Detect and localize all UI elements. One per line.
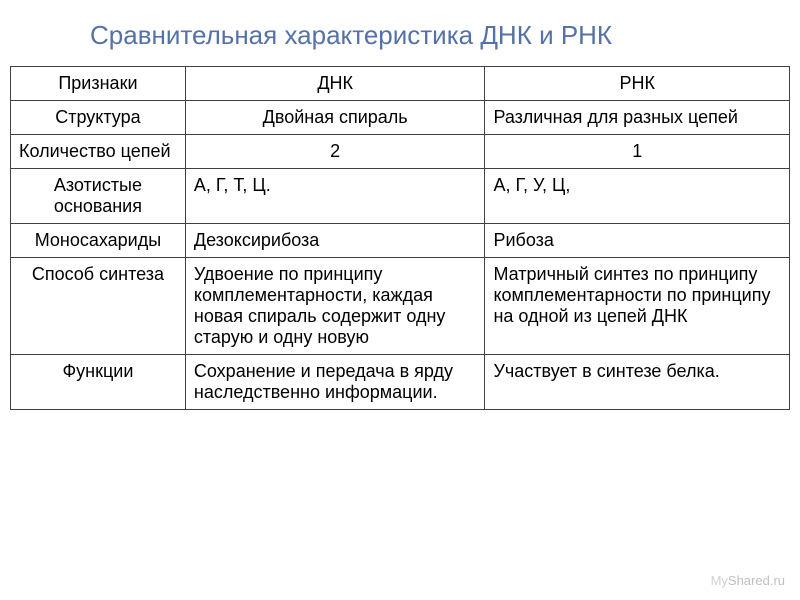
row-dnk: Двойная спираль xyxy=(185,101,485,135)
row-label: Азотистые основания xyxy=(11,169,186,224)
table-row: Азотистые основания А, Г, Т, Ц. А, Г, У,… xyxy=(11,169,790,224)
header-col-1: Признаки xyxy=(11,67,186,101)
row-rnk: 1 xyxy=(485,135,790,169)
table-row: Моносахариды Дезоксирибоза Рибоза xyxy=(11,224,790,258)
page-title: Сравнительная характеристика ДНК и РНК xyxy=(0,0,800,66)
header-col-2: ДНК xyxy=(185,67,485,101)
row-label: Количество цепей xyxy=(11,135,186,169)
table-row: Способ синтеза Удвоение по принципу комп… xyxy=(11,258,790,355)
row-rnk: Участвует в синтезе белка. xyxy=(485,355,790,410)
row-dnk: А, Г, Т, Ц. xyxy=(185,169,485,224)
row-dnk: Дезоксирибоза xyxy=(185,224,485,258)
row-dnk: 2 xyxy=(185,135,485,169)
table-row: Структура Двойная спираль Различная для … xyxy=(11,101,790,135)
comparison-table: Признаки ДНК РНК Структура Двойная спира… xyxy=(10,66,790,410)
row-rnk: Матричный синтез по принципу комплемента… xyxy=(485,258,790,355)
row-rnk: Различная для разных цепей xyxy=(485,101,790,135)
row-label: Моносахариды xyxy=(11,224,186,258)
row-rnk: Рибоза xyxy=(485,224,790,258)
row-dnk: Сохранение и передача в ярду наследствен… xyxy=(185,355,485,410)
row-dnk: Удвоение по принципу комплементарности, … xyxy=(185,258,485,355)
table-row: Функции Сохранение и передача в ярду нас… xyxy=(11,355,790,410)
row-label: Структура xyxy=(11,101,186,135)
table-row: Количество цепей 2 1 xyxy=(11,135,790,169)
watermark-prefix: My xyxy=(711,573,728,588)
header-col-3: РНК xyxy=(485,67,790,101)
row-label: Функции xyxy=(11,355,186,410)
watermark-suffix: Shared.ru xyxy=(728,573,785,588)
row-label: Способ синтеза xyxy=(11,258,186,355)
table-header-row: Признаки ДНК РНК xyxy=(11,67,790,101)
row-rnk: А, Г, У, Ц, xyxy=(485,169,790,224)
watermark: MyShared.ru xyxy=(711,573,785,588)
